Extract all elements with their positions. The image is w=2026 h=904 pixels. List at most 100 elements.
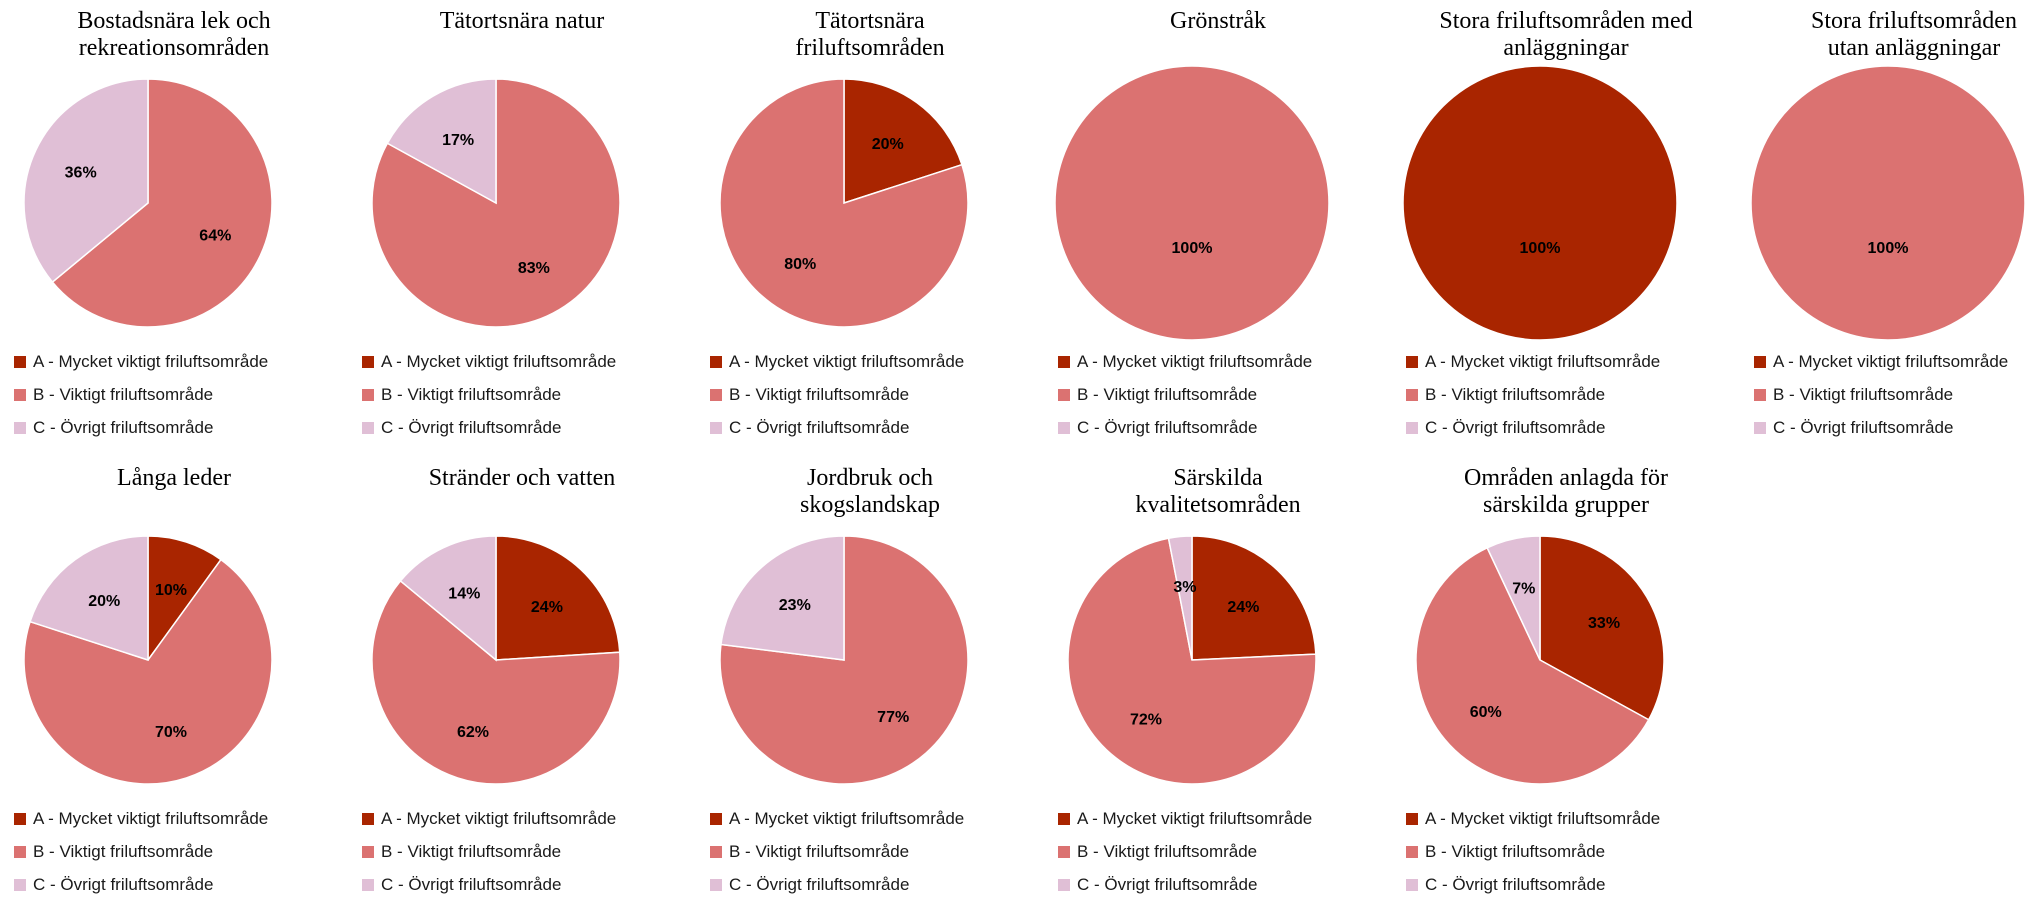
- legend-label: A - Mycket viktigt friluftsområde: [1773, 351, 2009, 371]
- chart-title: Jordbruk och skogslandskap: [696, 465, 1044, 519]
- legend-item: B - Viktigt friluftsområde: [362, 378, 616, 411]
- legend-item: A - Mycket viktigt friluftsområde: [1406, 345, 1660, 378]
- legend-swatch: [362, 812, 374, 825]
- legend-label: C - Övrigt friluftsområde: [1773, 417, 1954, 437]
- legend-label: B - Viktigt friluftsområde: [1425, 841, 1606, 861]
- pie-slice: [1539, 535, 1665, 721]
- slice-label: 20%: [88, 593, 120, 610]
- legend-swatch: [1754, 421, 1766, 434]
- legend-label: C - Övrigt friluftsområde: [1425, 874, 1606, 894]
- pie-slice: [1486, 535, 1541, 661]
- legend-label: C - Övrigt friluftsområde: [1425, 417, 1606, 437]
- legend-label: C - Övrigt friluftsområde: [729, 417, 910, 437]
- legend-item: A - Mycket viktigt friluftsområde: [710, 802, 964, 835]
- chart-panel: Särskilda kvalitetsområden 24% 72% 3% A - Myc…: [1044, 457, 1392, 904]
- legend-item: A - Mycket viktigt friluftsområde: [1058, 802, 1312, 835]
- legend-swatch: [14, 812, 26, 825]
- legend-label: A - Mycket viktigt friluftsområde: [1425, 808, 1661, 828]
- legend-label: A - Mycket viktigt friluftsområde: [729, 808, 965, 828]
- pie-chart: 100%: [1750, 65, 2026, 341]
- pie-slice: [1750, 65, 2026, 341]
- chart-title: Särskilda kvalitetsområden: [1044, 465, 1392, 519]
- chart-title-line: Stora friluftsområden: [1811, 8, 2017, 34]
- legend-swatch: [1406, 421, 1418, 434]
- legend-swatch: [14, 421, 26, 434]
- legend-swatch: [362, 388, 374, 401]
- legend-label: B - Viktigt friluftsområde: [381, 841, 562, 861]
- chart-title-line: Tätortsnära natur: [439, 8, 605, 34]
- pie-slice: [51, 78, 273, 328]
- chart-legend: A - Mycket viktigt friluftsområde B - Vik…: [1754, 345, 2008, 444]
- legend-swatch: [14, 878, 26, 891]
- legend-label: A - Mycket viktigt friluftsområde: [1077, 351, 1313, 371]
- chart-panel: Stora friluftsområden utan anläggningar 10…: [1740, 0, 2026, 447]
- pie-slice: [386, 78, 497, 205]
- pie-slice: [1415, 546, 1650, 785]
- pie-chart: 83% 17%: [371, 78, 621, 328]
- legend-swatch: [14, 355, 26, 368]
- legend-label: A - Mycket viktigt friluftsområde: [33, 808, 269, 828]
- legend-swatch: [1754, 388, 1766, 401]
- slice-label: 100%: [1868, 240, 1909, 257]
- legend-item: C - Övrigt friluftsområde: [1406, 868, 1660, 901]
- legend-label: B - Viktigt friluftsområde: [1077, 384, 1258, 404]
- pie-slice: [495, 535, 621, 661]
- chart-legend: A - Mycket viktigt friluftsområde B - Vik…: [362, 345, 616, 444]
- chart-title: Stränder och vatten: [348, 465, 696, 492]
- legend-label: A - Mycket viktigt friluftsområde: [381, 351, 617, 371]
- chart-title-line: utan anläggningar: [1827, 35, 2001, 61]
- chart-legend: A - Mycket viktigt friluftsområde B - Vik…: [1406, 802, 1660, 901]
- legend-item: C - Övrigt friluftsområde: [710, 868, 964, 901]
- legend-item: C - Övrigt friluftsområde: [1058, 868, 1312, 901]
- legend-item: C - Övrigt friluftsområde: [1058, 411, 1312, 444]
- legend-swatch: [1058, 388, 1070, 401]
- chart-title-line: rekreationsområden: [78, 35, 270, 61]
- pie-chart: 77% 23%: [719, 535, 969, 785]
- chart-legend: A - Mycket viktigt friluftsområde B - Vik…: [14, 802, 268, 901]
- pie-slice: [23, 78, 149, 284]
- pie-chart: 100%: [1402, 65, 1678, 341]
- legend-item: B - Viktigt friluftsområde: [710, 835, 964, 868]
- pie-chart: 100%: [1054, 65, 1330, 341]
- chart-legend: A - Mycket viktigt friluftsområde B - Vik…: [1058, 345, 1312, 444]
- legend-swatch: [710, 388, 722, 401]
- legend-item: A - Mycket viktigt friluftsområde: [1058, 345, 1312, 378]
- legend-label: A - Mycket viktigt friluftsområde: [729, 351, 965, 371]
- pie-slice: [1167, 535, 1193, 661]
- legend-item: C - Övrigt friluftsområde: [14, 411, 268, 444]
- chart-panel: Stora friluftsområden med anläggningar 100…: [1392, 0, 1740, 447]
- legend-swatch: [14, 845, 26, 858]
- legend-label: C - Övrigt friluftsområde: [381, 874, 562, 894]
- legend-label: B - Viktigt friluftsområde: [1425, 384, 1606, 404]
- legend-item: C - Övrigt friluftsområde: [362, 868, 616, 901]
- legend-item: A - Mycket viktigt friluftsområde: [710, 345, 964, 378]
- legend-swatch: [1754, 355, 1766, 368]
- chart-title: Grönstråk: [1044, 8, 1392, 35]
- legend-swatch: [710, 878, 722, 891]
- chart-title-line: Särskilda: [1173, 465, 1263, 491]
- slice-label: 14%: [448, 586, 480, 603]
- slice-label: 62%: [457, 724, 489, 741]
- slice-label: 77%: [877, 709, 909, 726]
- pie-chart: 33% 60% 7%: [1415, 535, 1665, 785]
- legend-item: C - Övrigt friluftsområde: [14, 868, 268, 901]
- chart-panel: Grönstråk 100% A - Mycket viktigt frilufts…: [1044, 0, 1392, 447]
- slice-label: 60%: [1470, 704, 1502, 721]
- chart-title-line: Stränder och vatten: [428, 465, 616, 491]
- legend-item: C - Övrigt friluftsområde: [710, 411, 964, 444]
- chart-title: Områden anlagda för särskilda grupper: [1392, 465, 1740, 519]
- legend-item: B - Viktigt friluftsområde: [1058, 378, 1312, 411]
- slice-label: 83%: [518, 260, 550, 277]
- pie-slice: [719, 78, 969, 328]
- legend-label: C - Övrigt friluftsområde: [1077, 417, 1258, 437]
- legend-label: B - Viktigt friluftsområde: [729, 841, 910, 861]
- chart-title-line: Områden anlagda för: [1464, 465, 1668, 491]
- chart-title-line: Långa leder: [117, 465, 231, 491]
- legend-swatch: [1406, 845, 1418, 858]
- slice-label: 64%: [199, 228, 231, 245]
- legend-label: C - Övrigt friluftsområde: [33, 874, 214, 894]
- slice-label: 72%: [1130, 711, 1162, 728]
- chart-panel: Områden anlagda för särskilda grupper 33% 6…: [1392, 457, 1740, 904]
- slice-label: 100%: [1520, 240, 1561, 257]
- chart-legend: A - Mycket viktigt friluftsområde B - Vik…: [1406, 345, 1660, 444]
